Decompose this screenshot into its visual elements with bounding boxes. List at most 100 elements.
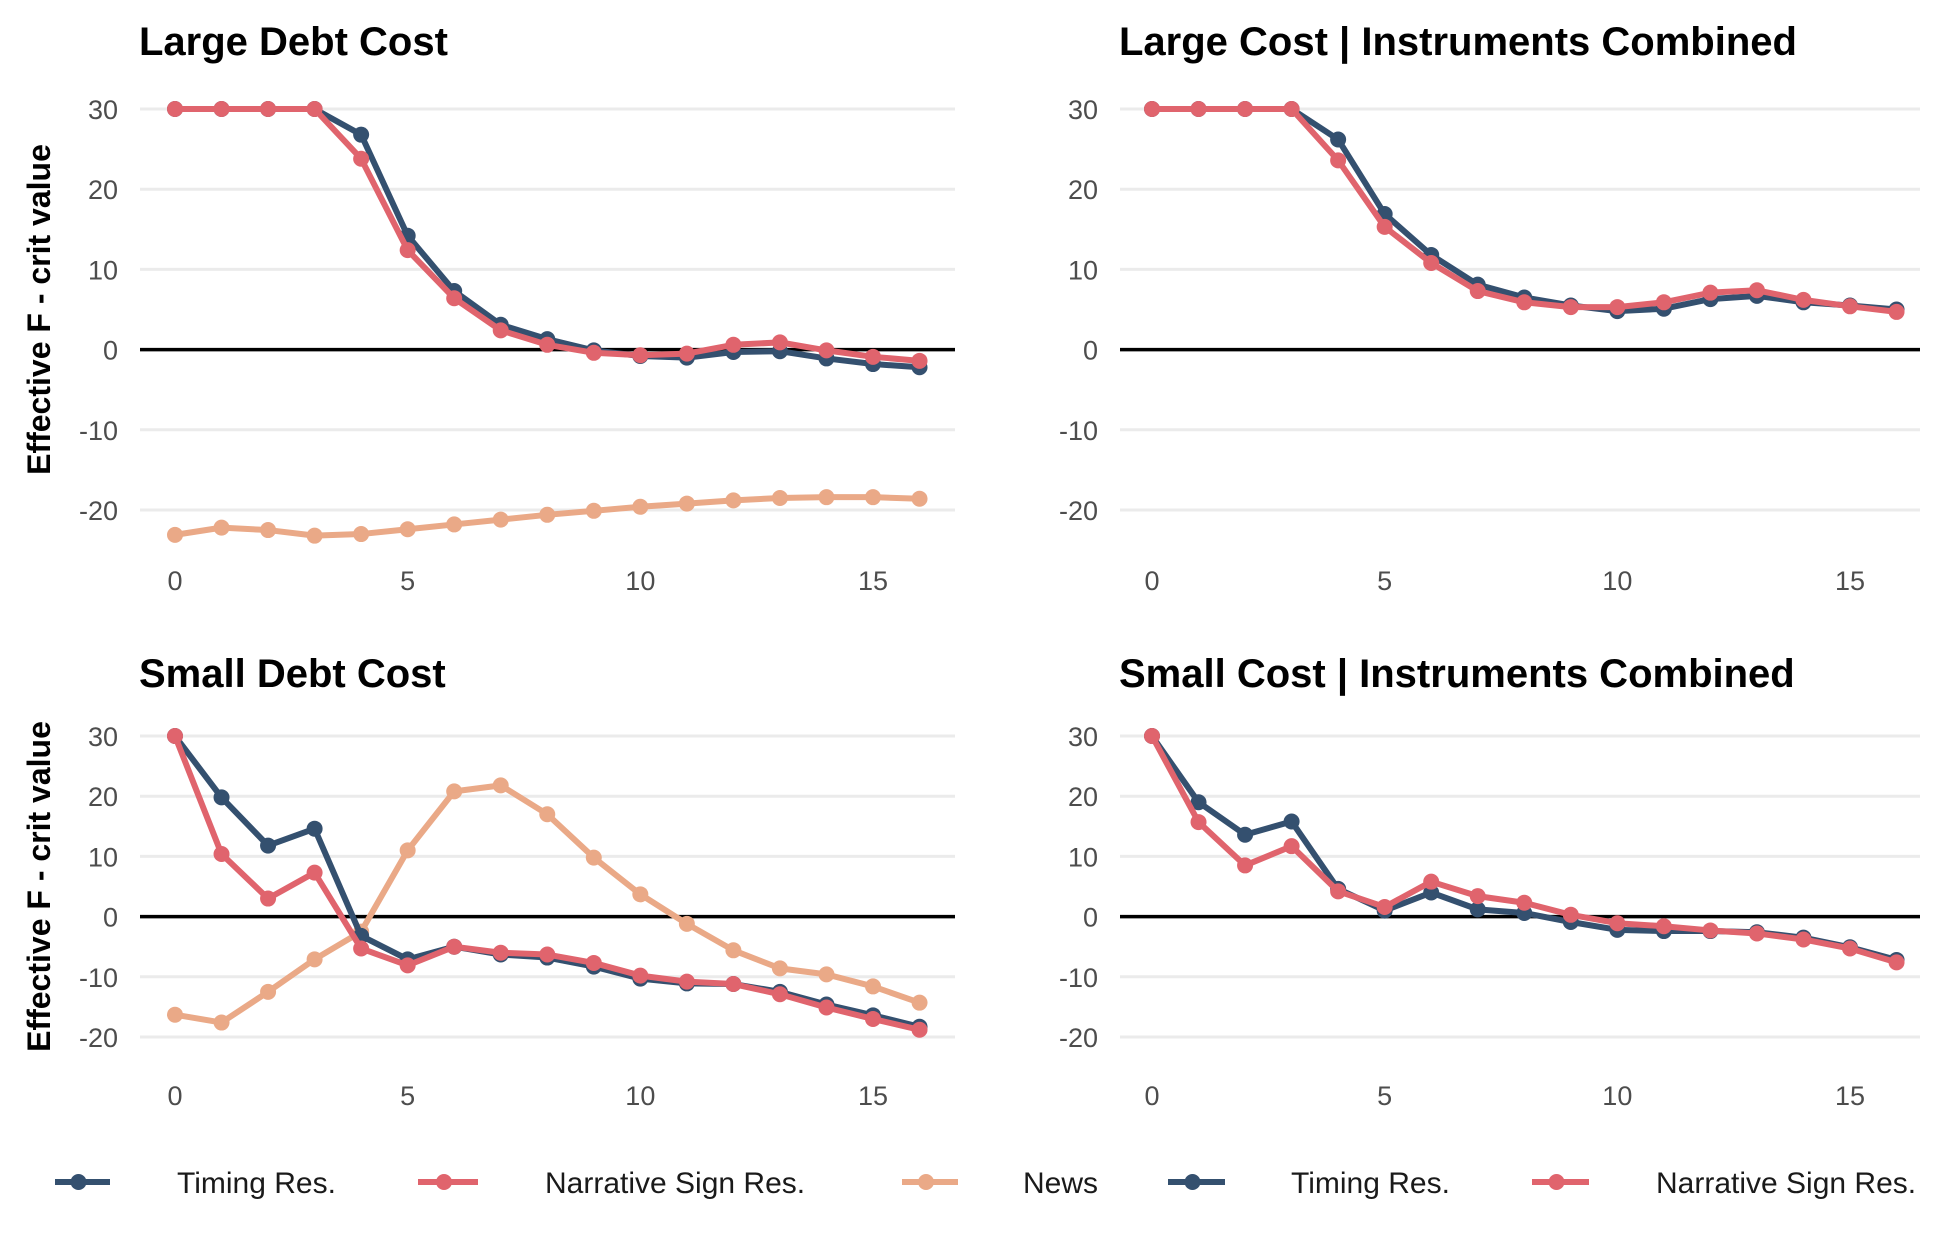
- data-point: [213, 519, 230, 536]
- data-point: [1562, 299, 1579, 316]
- legend-label: Narrative Sign Res.: [1656, 1167, 1916, 1200]
- data-point: [1655, 918, 1672, 935]
- data-point: [911, 490, 928, 507]
- y-tick-label: 10: [1068, 255, 1098, 285]
- data-point: [353, 126, 370, 143]
- data-point: [678, 915, 695, 932]
- data-point: [818, 342, 835, 359]
- series-narrative-sign-res: [167, 728, 928, 1038]
- data-point: [1283, 813, 1300, 830]
- y-tick-label: -10: [1059, 416, 1098, 446]
- data-point: [539, 946, 556, 963]
- panel-title: Large Debt Cost: [139, 20, 448, 64]
- x-tick-label: 5: [1377, 1081, 1392, 1111]
- data-point: [492, 944, 509, 961]
- data-point: [1423, 254, 1440, 271]
- y-tick-label: -20: [79, 496, 118, 526]
- data-point: [678, 495, 695, 512]
- data-point: [1748, 282, 1765, 299]
- y-tick-label: 10: [88, 255, 118, 285]
- legend-label: Timing Res.: [177, 1167, 336, 1200]
- data-point: [1330, 883, 1347, 900]
- data-point: [260, 837, 277, 854]
- data-point: [306, 101, 323, 117]
- data-point: [1795, 291, 1812, 308]
- series-news: [167, 489, 928, 544]
- x-tick-label: 10: [625, 566, 655, 596]
- data-point: [865, 1010, 881, 1027]
- data-point: [725, 492, 742, 509]
- data-point: [167, 728, 183, 744]
- data-point: [167, 526, 183, 543]
- data-point: [771, 986, 788, 1003]
- x-tick-label: 15: [1835, 566, 1865, 596]
- data-point: [306, 864, 323, 881]
- panel-1: Large Debt Cost Effective F - crit value 3…: [21, 20, 955, 596]
- data-point: [725, 336, 742, 353]
- data-point: [632, 886, 649, 903]
- data-point: [260, 983, 277, 1000]
- x-tick-label: 15: [858, 566, 888, 596]
- data-point: [1469, 888, 1486, 905]
- data-point: [1702, 922, 1719, 939]
- data-point: [1842, 940, 1858, 957]
- data-point: [213, 789, 230, 806]
- data-point: [446, 938, 463, 955]
- data-point: [818, 489, 835, 506]
- data-point: [1237, 101, 1254, 117]
- data-point: [678, 345, 695, 362]
- data-point: [1888, 954, 1905, 971]
- data-point: [260, 522, 277, 539]
- data-point: [446, 516, 463, 533]
- legend-label: Narrative Sign Res.: [545, 1167, 805, 1200]
- x-tick-label: 10: [1602, 566, 1632, 596]
- data-point: [492, 777, 509, 794]
- data-point: [771, 334, 788, 351]
- y-axis-label: Effective F - crit value: [21, 144, 57, 475]
- y-tick-label: 0: [1083, 903, 1098, 933]
- legend-label: Timing Res.: [1291, 1167, 1450, 1200]
- data-point: [353, 940, 370, 957]
- y-tick-label: -20: [1059, 496, 1098, 526]
- data-point: [167, 1006, 183, 1023]
- data-point: [771, 489, 788, 506]
- data-point: [1702, 284, 1719, 301]
- x-tick-label: 0: [1144, 566, 1159, 596]
- y-tick-label: -10: [79, 963, 118, 993]
- data-point: [1795, 931, 1812, 948]
- data-point: [399, 521, 416, 538]
- data-point: [911, 352, 928, 369]
- data-point: [213, 1014, 230, 1031]
- data-point: [1423, 873, 1440, 890]
- x-tick-label: 5: [400, 566, 415, 596]
- y-tick-label: 30: [1068, 722, 1098, 752]
- data-point: [911, 994, 928, 1011]
- legend-item: Narrative Sign Res.: [1532, 1167, 1916, 1200]
- y-tick-label: -10: [79, 416, 118, 446]
- data-point: [1842, 298, 1858, 315]
- y-tick-label: 20: [88, 175, 118, 205]
- x-tick-label: 0: [167, 566, 182, 596]
- x-tick-label: 0: [167, 1081, 182, 1111]
- panel-title: Small Debt Cost: [139, 652, 446, 696]
- data-point: [399, 242, 416, 259]
- legend: Timing Res. Narrative Sign Res. News Timing…: [55, 1167, 1916, 1200]
- series-narrative-sign-res: [1144, 101, 1905, 320]
- series-news: [167, 777, 928, 1031]
- series-line: [1149, 106, 1900, 315]
- y-tick-label: -20: [79, 1023, 118, 1053]
- panel-3: Small Debt Cost Effective F - crit value 3…: [21, 652, 955, 1111]
- data-point: [213, 845, 230, 862]
- x-tick-label: 15: [858, 1081, 888, 1111]
- data-point: [1237, 857, 1254, 874]
- data-point: [1516, 294, 1533, 311]
- y-tick-label: 0: [103, 903, 118, 933]
- series-line: [1149, 733, 1900, 963]
- y-axis-label: Effective F - crit value: [21, 721, 57, 1052]
- data-point: [1283, 101, 1300, 117]
- series-timing-res: [167, 728, 928, 1035]
- x-tick-label: 5: [400, 1081, 415, 1111]
- data-point: [539, 336, 556, 353]
- data-point: [1655, 294, 1672, 311]
